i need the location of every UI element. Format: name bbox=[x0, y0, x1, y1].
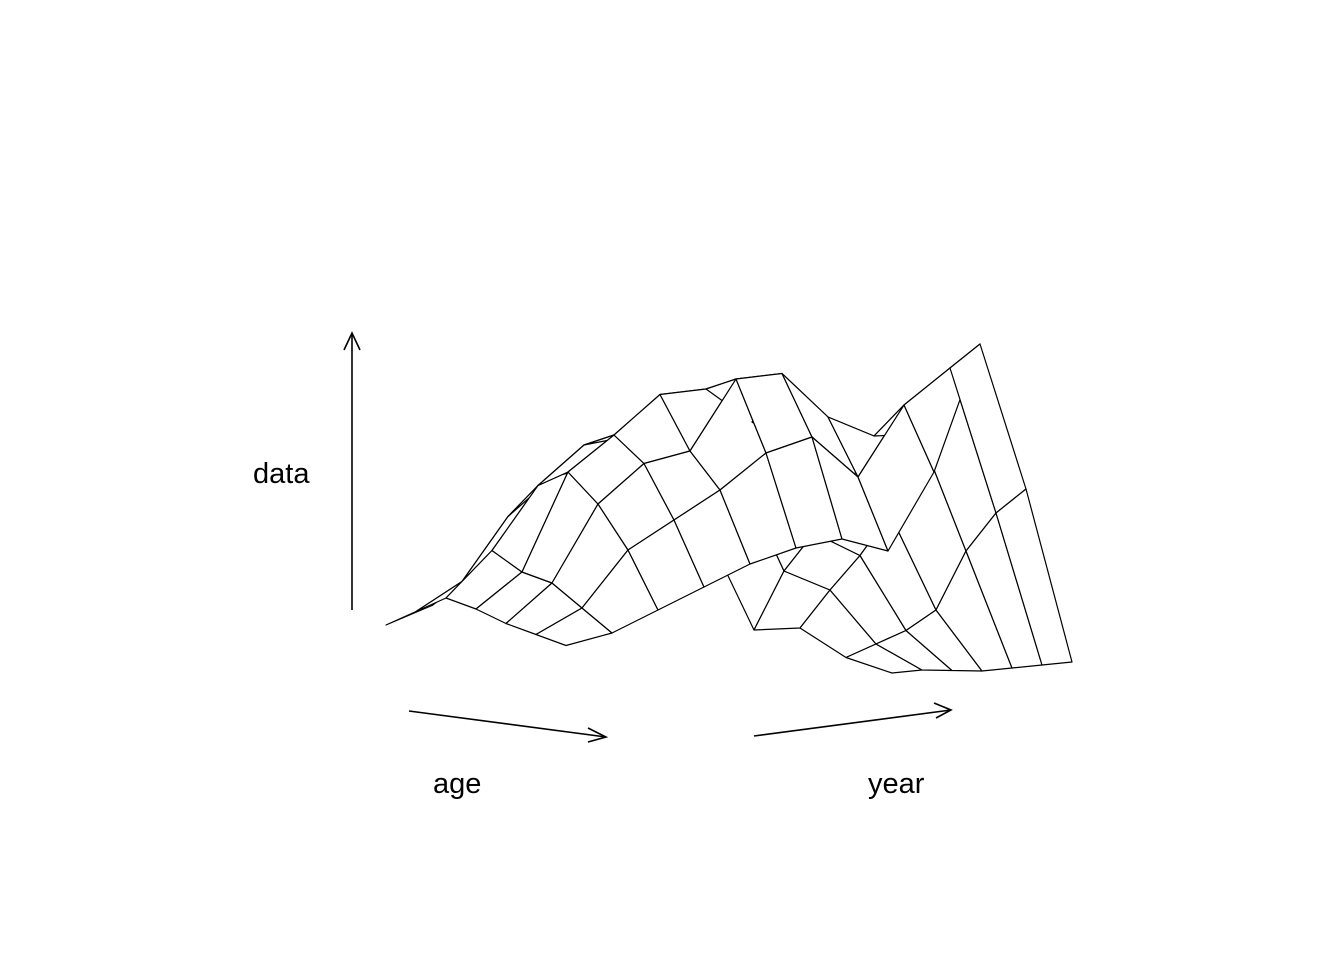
surface-mesh bbox=[385, 343, 1073, 674]
surface-facet-0-0 bbox=[385, 580, 463, 626]
z-axis-label: data bbox=[253, 458, 310, 490]
x-axis-arrow bbox=[408, 710, 609, 743]
x-axis-label: age bbox=[433, 768, 481, 800]
y-axis-label: year bbox=[868, 768, 925, 800]
surface-facet-5-10 bbox=[995, 488, 1073, 666]
z-axis-arrow bbox=[343, 331, 361, 610]
y-axis-arrow bbox=[753, 702, 953, 737]
